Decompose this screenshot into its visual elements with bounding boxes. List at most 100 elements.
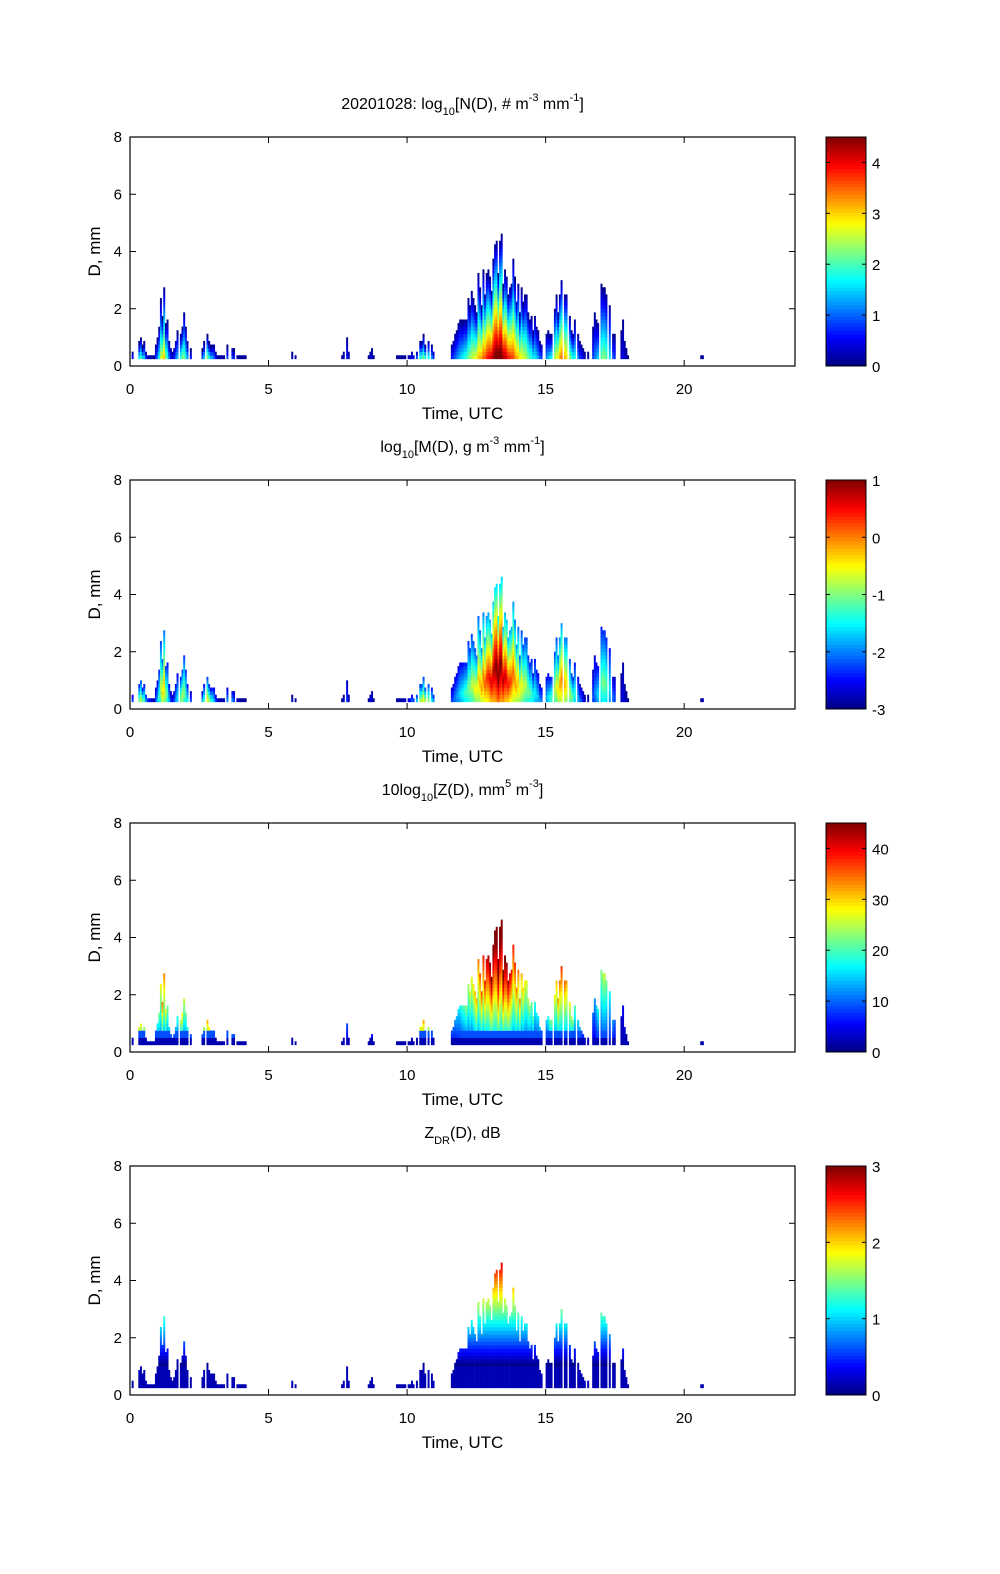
heatmap-cell xyxy=(555,1001,558,1006)
heatmap-cell xyxy=(494,987,497,992)
heatmap-cell xyxy=(514,319,516,324)
heatmap-cell xyxy=(238,698,241,703)
heatmap-cell xyxy=(475,323,478,327)
heatmap-cell xyxy=(233,351,236,356)
heatmap-cell xyxy=(497,344,500,349)
heatmap-cell xyxy=(492,987,495,992)
heatmap-cell xyxy=(613,340,616,345)
heatmap-cell xyxy=(560,308,563,313)
heatmap-cell xyxy=(530,691,533,695)
heatmap-cell xyxy=(558,344,561,349)
heatmap-cell xyxy=(490,1041,493,1046)
heatmap-cell xyxy=(553,1030,556,1035)
heatmap-cell xyxy=(464,323,467,327)
heatmap-cell xyxy=(568,1026,571,1031)
heatmap-cell xyxy=(477,326,480,331)
heatmap-cell xyxy=(622,662,625,667)
heatmap-cell xyxy=(560,305,563,310)
heatmap-cell xyxy=(470,669,473,674)
heatmap-cell xyxy=(573,680,576,685)
heatmap-cell xyxy=(494,980,497,985)
heatmap-cell xyxy=(415,698,418,703)
heatmap-cell xyxy=(622,680,625,685)
heatmap-cell xyxy=(482,698,485,703)
heatmap-cell xyxy=(510,666,513,670)
heatmap-cell xyxy=(510,655,513,660)
heatmap-cell xyxy=(168,687,171,692)
heatmap-cell xyxy=(573,691,576,695)
heatmap-cell xyxy=(545,344,548,349)
heatmap-cell xyxy=(482,1019,485,1024)
heatmap-cell xyxy=(452,698,455,703)
heatmap-cell xyxy=(499,605,502,610)
heatmap-cell xyxy=(527,1005,530,1010)
heatmap-cell xyxy=(578,698,581,703)
heatmap-cell xyxy=(514,648,516,653)
heatmap-cell xyxy=(472,698,475,703)
heatmap-cell xyxy=(512,662,515,667)
heatmap-cell xyxy=(467,1009,470,1013)
heatmap-cell xyxy=(480,651,483,656)
heatmap-cell xyxy=(490,994,493,999)
heatmap-cell xyxy=(460,1016,463,1021)
heatmap-cell xyxy=(181,1019,184,1024)
heatmap-cell xyxy=(499,1034,502,1038)
heatmap-cell xyxy=(529,1030,531,1035)
heatmap-cell xyxy=(452,687,455,692)
heatmap-cell xyxy=(487,1037,490,1042)
heatmap-cell xyxy=(537,691,540,695)
heatmap-cell xyxy=(507,1005,510,1010)
heatmap-cell xyxy=(201,348,204,352)
heatmap-cell xyxy=(485,340,488,345)
heatmap-cell xyxy=(485,323,488,327)
heatmap-cell xyxy=(159,687,162,692)
heatmap-cell xyxy=(519,333,521,338)
heatmap-cell xyxy=(573,1034,576,1038)
heatmap-cell xyxy=(504,1009,507,1013)
heatmap-cell xyxy=(520,691,523,695)
heatmap-cell xyxy=(603,312,606,317)
heatmap-cell xyxy=(494,290,497,295)
heatmap-cell xyxy=(504,348,507,352)
heatmap-cell xyxy=(535,691,538,695)
heatmap-cell xyxy=(563,1009,566,1013)
heatmap-cell xyxy=(484,1026,487,1031)
heatmap-cell xyxy=(555,987,558,992)
heatmap-cell xyxy=(470,333,473,338)
heatmap-cell xyxy=(499,344,502,349)
heatmap-cell xyxy=(218,1041,221,1046)
heatmap-cell xyxy=(485,644,488,649)
heatmap-cell xyxy=(482,355,485,360)
heatmap-cell xyxy=(512,994,515,999)
heatmap-cell xyxy=(592,694,595,699)
heatmap-cell xyxy=(472,1005,475,1010)
heatmap-cell xyxy=(517,655,520,660)
heatmap-cell xyxy=(427,1030,430,1035)
heatmap-cell xyxy=(492,630,495,635)
heatmap-cell xyxy=(565,315,568,320)
heatmap-cell xyxy=(462,1016,465,1021)
heatmap-cell xyxy=(495,933,498,938)
heatmap-cell xyxy=(550,694,553,699)
heatmap-cell xyxy=(479,669,482,674)
heatmap-cell xyxy=(485,966,488,971)
heatmap-cell xyxy=(520,984,523,988)
colorbar-segment xyxy=(826,605,866,610)
heatmap-cell xyxy=(462,1037,465,1042)
heatmap-cell xyxy=(600,641,603,645)
heatmap-cell xyxy=(467,340,470,345)
heatmap-cell xyxy=(502,984,505,988)
heatmap-cell xyxy=(497,615,500,620)
heatmap-cell xyxy=(560,984,563,988)
heatmap-cell xyxy=(505,323,508,327)
heatmap-cell xyxy=(480,1030,483,1035)
heatmap-cell xyxy=(600,348,603,352)
heatmap-cell xyxy=(519,326,521,331)
heatmap-cell xyxy=(597,333,600,338)
heatmap-cell xyxy=(482,676,485,681)
heatmap-cell xyxy=(494,1001,497,1006)
heatmap-cell xyxy=(467,648,470,653)
heatmap-cell xyxy=(176,676,179,681)
heatmap-cell xyxy=(622,698,625,703)
heatmap-cell xyxy=(294,698,297,703)
